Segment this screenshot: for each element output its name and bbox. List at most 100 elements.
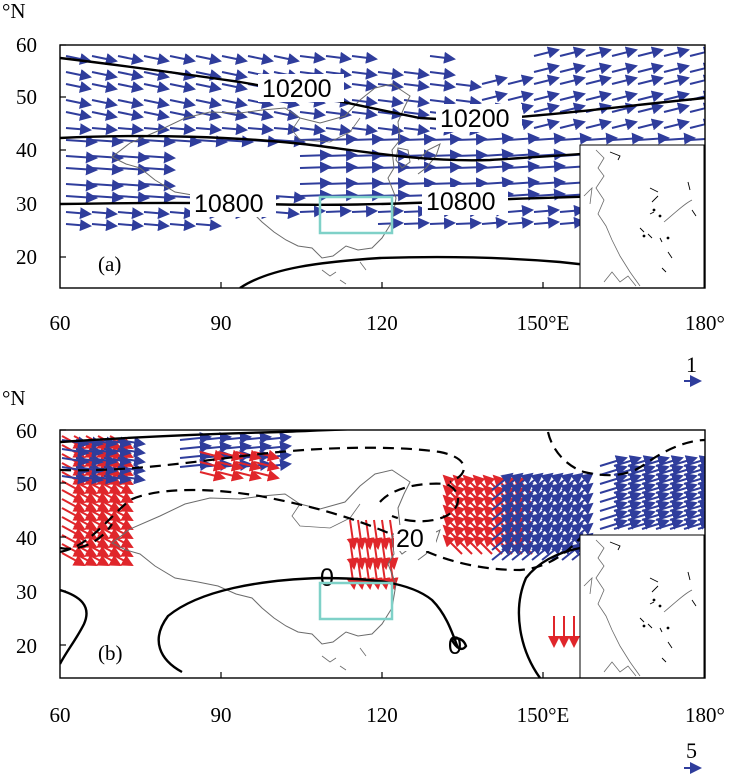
wind-vector (247, 53, 274, 65)
wind-vector (697, 498, 705, 503)
wind-vector (299, 123, 326, 136)
wind-vector (481, 176, 514, 189)
study-region-box-b (318, 581, 394, 621)
contour-10800-a (60, 192, 705, 207)
wind-vector (683, 482, 705, 494)
wind-vector (669, 482, 698, 494)
wind-vector (117, 436, 146, 449)
wind-vector (599, 455, 628, 467)
wind-vector (221, 53, 248, 65)
wind-vector (61, 525, 86, 539)
wind-vector (378, 539, 391, 570)
y-tick-label: 50 (16, 85, 37, 109)
wind-vector (169, 219, 196, 232)
wind-vector (481, 216, 508, 229)
wind-vector (299, 149, 332, 162)
wind-vector (169, 123, 196, 136)
contour-label: 10200 (262, 75, 332, 103)
wind-vector (221, 81, 248, 93)
wind-vector (697, 489, 705, 494)
contour-solid-b (60, 430, 361, 444)
wind-vector (97, 507, 122, 521)
y-tick-label: 60 (16, 33, 37, 57)
wind-vector (91, 97, 118, 109)
wind-vector (613, 509, 642, 521)
wind-vector (491, 472, 514, 491)
wind-vectors-b (61, 432, 705, 648)
wind-vector (585, 62, 612, 75)
wind-vector (429, 149, 462, 162)
x-tick-label: 120 (366, 311, 398, 335)
wind-vector (613, 518, 642, 530)
wind-vector (611, 90, 638, 103)
study-region-box-a (318, 195, 394, 235)
wind-vector (299, 133, 332, 146)
reference-vector-label: 5 (686, 738, 697, 763)
wind-vector (235, 469, 262, 482)
wind-vector (377, 123, 404, 136)
wind-vector (217, 459, 244, 472)
wind-vector (599, 482, 628, 494)
wind-vector (370, 539, 383, 570)
wind-vector (299, 107, 326, 120)
wind-vector (61, 489, 86, 503)
wind-vector (91, 81, 118, 93)
wind-vector (219, 432, 252, 444)
wind-vector (533, 188, 566, 201)
wind-vector (91, 53, 118, 65)
wind-vector (637, 90, 664, 103)
wind-vector (109, 507, 134, 521)
wind-vector (169, 109, 196, 121)
panel-b: 20 0 0 (2, 386, 725, 774)
contour-label: 20 (396, 525, 424, 553)
wind-vector (683, 491, 705, 503)
wind-vector (429, 217, 456, 230)
wind-vector (611, 74, 638, 87)
wind-vector (109, 489, 134, 503)
wind-vector (655, 491, 684, 503)
contour-dashed-b (60, 523, 113, 550)
wind-vector (325, 161, 358, 174)
wind-vector (235, 459, 262, 472)
wind-vector (559, 132, 592, 145)
wind-vector (429, 177, 462, 190)
wind-vector (65, 151, 98, 164)
wind-vector (273, 207, 300, 220)
y-tick-label: 20 (16, 245, 37, 269)
x-tick-label: 60 (50, 311, 71, 335)
wind-vector (455, 161, 488, 174)
wind-vector (109, 525, 134, 539)
wind-vector (143, 179, 176, 192)
wind-vector (273, 53, 300, 65)
wind-vector (533, 132, 566, 145)
wind-vector (117, 191, 150, 204)
inset-map-a (579, 144, 705, 288)
wind-vector (117, 151, 150, 164)
y-tick-label: 40 (16, 526, 37, 550)
wind-vector (531, 542, 554, 561)
wind-vector (541, 542, 564, 561)
wind-vector (351, 123, 378, 136)
wind-vector (179, 432, 212, 444)
wind-vector (117, 445, 146, 458)
wind-vector (351, 79, 378, 92)
x-tick-label: 180° (685, 703, 725, 727)
wind-vector (533, 62, 560, 75)
contour-label: 10800 (426, 188, 496, 216)
wind-vector (472, 534, 493, 555)
wind-vector (627, 473, 656, 485)
wind-vector (299, 189, 332, 202)
wind-vector (663, 118, 690, 131)
wind-vector (403, 217, 430, 230)
wind-vector (689, 102, 705, 115)
wind-vector (507, 132, 540, 145)
wind-vector (669, 500, 698, 512)
wind-vector (91, 191, 124, 204)
wind-vector (362, 539, 375, 570)
contour-label: 10800 (194, 190, 264, 218)
wind-vector (325, 133, 358, 146)
wind-vector (386, 519, 399, 550)
coast-sea-b (321, 647, 367, 671)
reference-vector-b: 5 (684, 738, 702, 774)
wind-vector (65, 191, 98, 204)
